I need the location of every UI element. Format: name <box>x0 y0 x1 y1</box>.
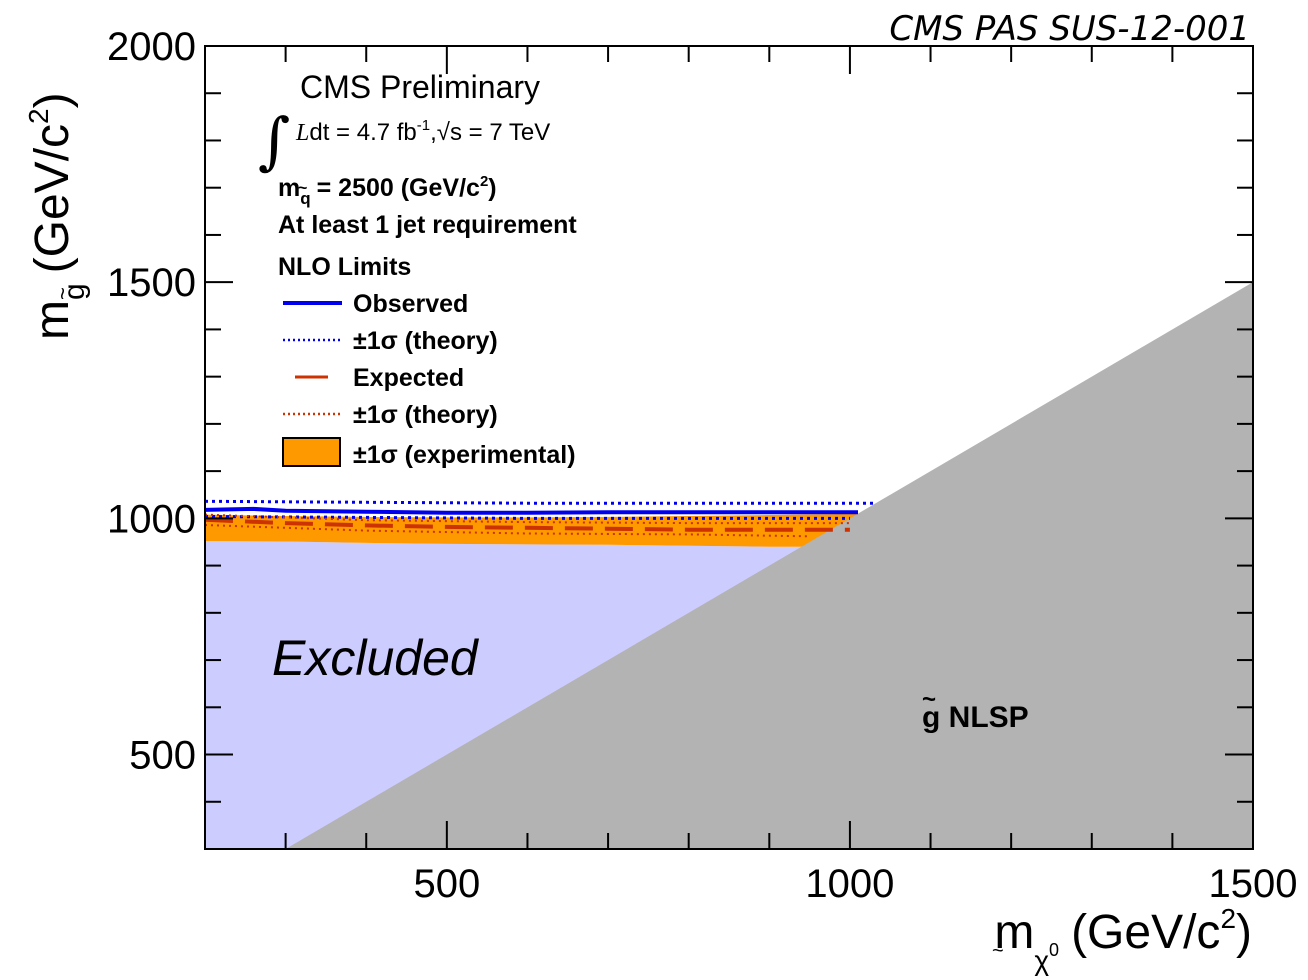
axis-tick-labels: 500 1000 1500 500 1000 1500 2000 <box>107 25 1297 906</box>
squark-mass-prefix: m <box>278 174 300 202</box>
x-tick-label: 500 <box>413 862 480 906</box>
curves-layer <box>205 499 875 538</box>
nlo-limits-title: NLO Limits <box>278 253 411 281</box>
curve-observed-1-theory- <box>205 499 875 505</box>
x-axis-unit-close: ) <box>1236 906 1252 959</box>
x-axis-tilde: ~ <box>992 940 1004 962</box>
squark-mass-sub: q <box>300 189 310 208</box>
x-axis-symbol: m <box>994 906 1034 959</box>
legend-label: Expected <box>353 364 464 392</box>
nlsp-region <box>285 282 1253 849</box>
legend: Observed ±1σ (theory) Expected ±1σ (theory)… <box>282 290 576 469</box>
y-axis-symbol: m <box>26 300 79 340</box>
legend-swatch <box>282 437 341 467</box>
x-axis-unit-sup: 2 <box>1220 903 1236 934</box>
x-axis-unit: (GeV/c <box>1071 906 1220 959</box>
nlsp-region-label: g NLSP <box>922 701 1029 734</box>
curve-expected <box>205 517 850 532</box>
luminosity-label: Ldt = 4.7 fb-1,√s = 7 TeV <box>295 117 550 146</box>
x-axis-subscript-sup: 0 <box>1049 940 1059 960</box>
y-tick-label: 1000 <box>107 497 196 541</box>
lumi-suffix: ,√s = 7 TeV <box>430 119 550 146</box>
squark-mass-value: = 2500 (GeV/c <box>317 174 480 202</box>
jet-requirement-label: At least 1 jet requirement <box>278 211 577 239</box>
squark-mass-sup: 2 <box>480 173 488 190</box>
regions-layer <box>205 282 1253 849</box>
gluino-tilde: ~ <box>922 686 936 713</box>
integral-symbol: ∫ <box>258 104 290 177</box>
experimental-band <box>205 513 866 547</box>
publication-tag: CMS PAS SUS-12-001 <box>889 9 1250 49</box>
y-axis-unit-sup: 2 <box>23 108 54 124</box>
curve-observed-1-theory- <box>205 515 850 520</box>
y-tick-label: 1500 <box>107 261 196 305</box>
experiment-label: CMS Preliminary <box>300 69 540 105</box>
lumi-mid: dt = 4.7 fb <box>309 119 416 146</box>
lumi-prefix: L <box>295 120 309 146</box>
y-axis-unit: (GeV/c <box>26 124 79 273</box>
y-axis-title: mg (GeV/c2) <box>23 92 91 340</box>
squark-mass-label: mq = 2500 (GeV/c2) <box>278 173 497 208</box>
lumi-exponent: -1 <box>417 117 430 134</box>
squark-tilde: ~ <box>298 180 307 197</box>
y-axis-subscript: g <box>58 283 91 300</box>
curve-observed <box>205 506 858 515</box>
x-axis-subscript: χ <box>1034 945 1049 976</box>
excluded-region-label: Excluded <box>272 630 480 686</box>
axis-ticks <box>204 45 1254 850</box>
x-axis-title: mχ0 (GeV/c2) <box>994 903 1252 976</box>
y-tick-label: 500 <box>129 734 196 778</box>
plot-frame <box>204 45 1254 850</box>
y-axis-title-group: mg (GeV/c2) ~ <box>23 92 91 340</box>
legend-label: ±1σ (experimental) <box>353 441 576 469</box>
legend-label: ±1σ (theory) <box>353 401 498 429</box>
legend-label: ±1σ (theory) <box>353 327 498 355</box>
squark-mass-close: ) <box>488 174 496 202</box>
y-axis-tilde: ~ <box>50 287 75 300</box>
x-tick-label: 1000 <box>805 862 894 906</box>
legend-label: Observed <box>353 290 468 318</box>
y-tick-label: 2000 <box>107 25 196 69</box>
y-axis-unit-close: ) <box>26 92 79 108</box>
x-tick-label: 1500 <box>1209 862 1298 906</box>
